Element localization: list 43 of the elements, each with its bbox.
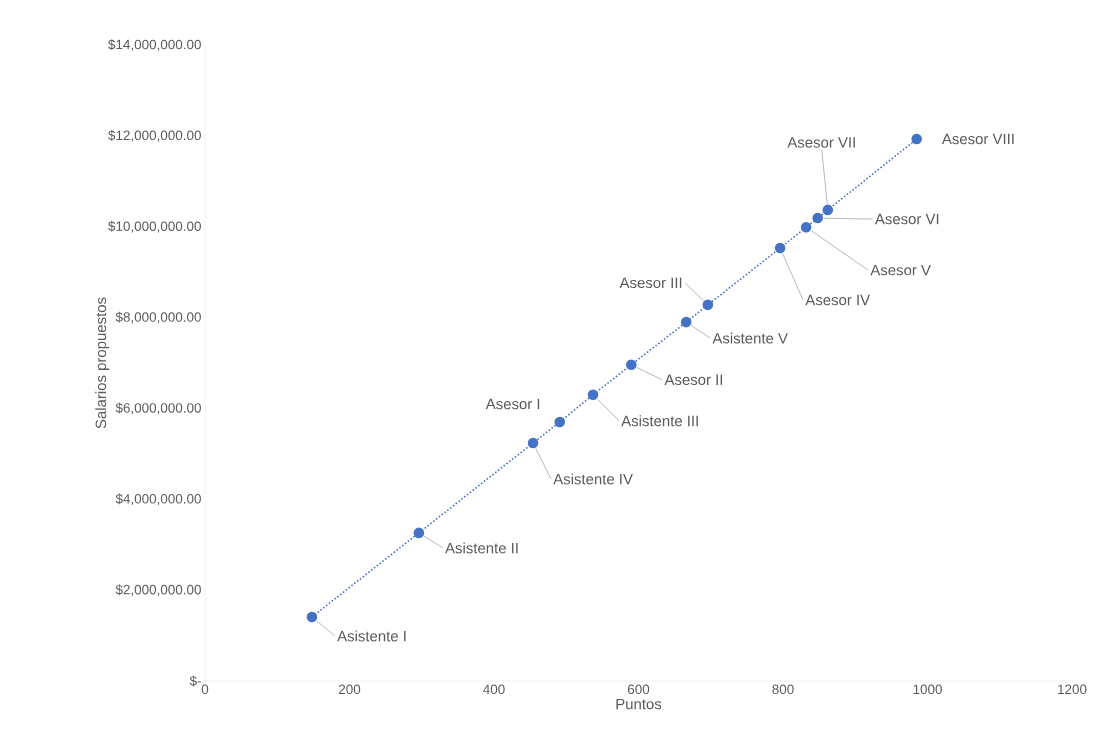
annotation: Asesor VIII bbox=[941, 133, 1014, 145]
annotation: Asesor I bbox=[485, 398, 540, 410]
point bbox=[812, 212, 823, 224]
x-tick-label: 600 bbox=[627, 684, 650, 695]
point bbox=[680, 316, 692, 328]
annotation: Asistente I bbox=[337, 630, 406, 642]
point bbox=[306, 611, 318, 623]
y-tick-label: $14,000,000.00 bbox=[108, 39, 201, 51]
y-tick-label: $8,000,000.00 bbox=[115, 311, 201, 324]
x-tick-label: 800 bbox=[772, 684, 794, 695]
point bbox=[911, 133, 922, 145]
point bbox=[527, 437, 539, 449]
y-tick-label: $6,000,000.00 bbox=[115, 402, 201, 415]
x-tick-label: 1200 bbox=[1058, 684, 1087, 695]
annotation: Asistente II bbox=[445, 542, 518, 554]
x-tick-label: 1000 bbox=[913, 684, 942, 695]
point bbox=[774, 242, 786, 254]
x-axis-title: Puntos bbox=[616, 698, 662, 710]
annotation: Asesor V bbox=[870, 264, 931, 276]
annotation: Asesor II bbox=[664, 374, 723, 386]
x-tick-label: 0 bbox=[201, 684, 209, 695]
point bbox=[822, 204, 834, 216]
annotation: Asesor III bbox=[619, 277, 682, 289]
y-axis-title: Salarios propuestos bbox=[95, 297, 110, 429]
y-tick-label: $4,000,000.00 bbox=[115, 493, 201, 506]
annotation: Asesor VII bbox=[787, 137, 855, 148]
point bbox=[626, 359, 637, 371]
annotation: Asistente IV bbox=[553, 473, 633, 485]
x-tick-label: 400 bbox=[483, 684, 505, 695]
annotation: Asesor VI bbox=[874, 213, 939, 225]
annotation: Asistente III bbox=[621, 415, 698, 427]
point bbox=[413, 527, 425, 539]
y-tick-label: $- bbox=[189, 675, 201, 687]
point bbox=[554, 416, 566, 428]
point bbox=[800, 221, 812, 233]
x-tick-label: 200 bbox=[338, 684, 361, 695]
y-tick-label: $12,000,000.00 bbox=[108, 130, 201, 142]
y-tick-label: $2,000,000.00 bbox=[115, 584, 201, 596]
point bbox=[702, 299, 714, 311]
annotation: Asesor IV bbox=[805, 294, 871, 306]
point bbox=[587, 389, 599, 401]
annotation: Asistente V bbox=[712, 332, 788, 344]
y-tick-label: $10,000,000.00 bbox=[108, 220, 201, 233]
